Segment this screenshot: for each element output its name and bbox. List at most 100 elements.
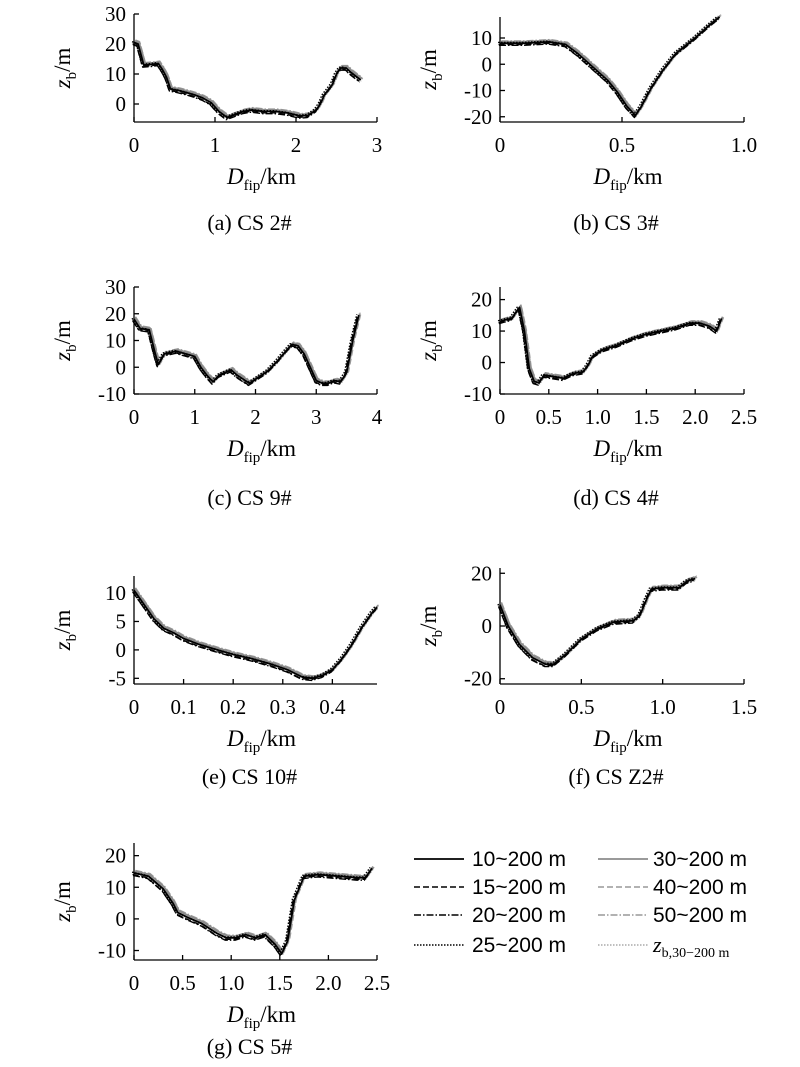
series-line	[500, 16, 721, 117]
legend-label: 40~200 m	[653, 876, 747, 899]
series-line	[134, 313, 361, 383]
y-tick-label: -10	[464, 79, 492, 103]
x-tick-label: 0.5	[536, 405, 562, 429]
x-axis-label: Dfip/km	[592, 726, 662, 756]
y-tick-label: -20	[464, 105, 492, 129]
series-line	[132, 591, 377, 682]
series-line	[497, 305, 721, 383]
y-tick-label: 0	[116, 92, 127, 116]
x-tick-label: 1.5	[267, 971, 293, 995]
legend-label: 20~200 m	[472, 904, 566, 927]
x-tick-label: 0.5	[609, 133, 635, 157]
y-tick-label: 0	[482, 52, 493, 76]
series-line	[499, 306, 723, 384]
x-tick-label: 4	[372, 405, 383, 429]
y-axis-label: zb/m	[50, 48, 80, 90]
legend-label: 15~200 m	[472, 876, 566, 899]
series-line	[498, 17, 719, 118]
x-tick-label: 1.5	[731, 695, 757, 719]
y-tick-label: 20	[471, 561, 492, 585]
series-line	[131, 316, 358, 386]
x-tick-label: 2.0	[315, 971, 341, 995]
series-line	[498, 15, 719, 116]
legend-label: 50~200 m	[653, 904, 747, 927]
series-line	[132, 43, 360, 120]
series-line	[134, 869, 374, 956]
legend-label: 10~200 m	[472, 848, 566, 871]
series-line	[132, 869, 372, 956]
x-tick-label: 0	[495, 695, 506, 719]
x-tick-label: 2	[291, 133, 302, 157]
x-tick-label: 3	[311, 405, 322, 429]
x-tick-label: 1.0	[218, 971, 244, 995]
legend: 10~200 m 30~200 m 15~200 m 40~200 m 20~200 m…	[414, 848, 747, 961]
y-tick-label: 0	[116, 355, 127, 379]
x-tick-label: 0	[495, 405, 506, 429]
series-line	[499, 18, 720, 119]
series-line	[133, 589, 378, 680]
series-line	[497, 577, 694, 665]
y-tick-label: 10	[105, 581, 126, 605]
x-tick-label: 0	[129, 133, 140, 157]
series-line	[134, 315, 361, 386]
series-line	[500, 575, 697, 664]
series-line	[133, 314, 360, 385]
x-tick-label: 0	[129, 971, 140, 995]
y-tick-label: -10	[98, 939, 126, 963]
y-axis-label: zb/m	[416, 320, 446, 362]
y-tick-label: -10	[464, 382, 492, 406]
x-tick-label: 0.4	[319, 695, 346, 719]
x-axis-label: Dfip/km	[226, 1002, 296, 1032]
x-tick-label: 1	[190, 405, 201, 429]
y-tick-label: -5	[109, 666, 127, 690]
y-tick-label: 20	[105, 844, 126, 868]
x-tick-label: 2.5	[364, 971, 390, 995]
x-tick-label: 2	[250, 405, 261, 429]
y-axis-label: zb/m	[50, 881, 80, 923]
series-line	[501, 15, 722, 116]
series-line	[133, 41, 362, 119]
y-tick-label: 10	[105, 329, 126, 353]
y-tick-label: 30	[105, 2, 126, 26]
panel-caption: (d) CS 4#	[573, 485, 659, 510]
y-tick-label: 0	[116, 638, 127, 662]
x-tick-label: 1.5	[633, 405, 659, 429]
panel-caption: (b) CS 3#	[573, 210, 659, 235]
x-tick-label: 0	[495, 133, 506, 157]
x-axis-label: Dfip/km	[592, 164, 662, 194]
x-tick-label: 1.0	[584, 405, 610, 429]
series-line	[499, 577, 696, 666]
series-line	[501, 14, 722, 114]
x-axis-label: Dfip/km	[226, 164, 296, 194]
series-line	[131, 314, 358, 384]
y-axis-label: zb/m	[416, 606, 446, 648]
panel-caption: (g) CS 5#	[207, 1034, 293, 1059]
x-tick-label: 0	[129, 405, 140, 429]
y-axis-label: zb/m	[50, 320, 80, 362]
y-tick-label: 0	[482, 614, 493, 638]
series-line	[500, 304, 724, 383]
y-tick-label: 5	[116, 609, 127, 633]
series-line	[131, 591, 377, 681]
x-tick-label: 1.0	[731, 133, 757, 157]
series-line	[500, 17, 721, 118]
legend-label: zb,30−200 m	[652, 932, 729, 961]
legend-label: 30~200 m	[653, 848, 747, 871]
panel-caption: (e) CS 10#	[202, 764, 297, 789]
x-tick-label: 3	[372, 133, 383, 157]
series-line	[134, 312, 361, 382]
y-tick-label: 0	[116, 907, 127, 931]
x-tick-label: 0.5	[169, 971, 195, 995]
panel-caption: (c) CS 9#	[207, 485, 291, 510]
y-tick-label: 30	[105, 275, 126, 299]
series-line	[135, 313, 362, 383]
x-tick-label: 0.2	[220, 695, 246, 719]
